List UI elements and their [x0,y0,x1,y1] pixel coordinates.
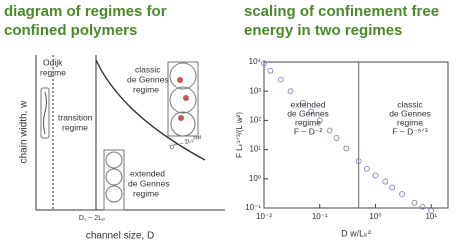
data-point [390,185,395,190]
data-point [288,89,293,94]
left-title: confined polymers [4,22,137,39]
x-axis-label: D w/Lₖ² [341,228,371,238]
page: diagram of regimes for confined polymers… [0,0,460,244]
y-tick-label: 10⁰ [249,174,261,183]
y-tick-label: 10¹ [249,145,261,154]
data-point [278,77,283,82]
data-point [344,146,349,151]
d1-label: D₁ ~ 2Lₚ [79,215,105,222]
x-axis-label: channel size, D [86,231,154,242]
chart-title: energy in two regimes [244,22,402,39]
extended-label: extended [130,168,165,178]
data-point [383,179,388,184]
extended-label: regime [133,188,159,198]
y-tick-label: 10⁻¹ [245,203,261,212]
data-point [420,204,425,209]
x-tick-label: 10⁰ [369,212,381,221]
classic-label: regime [133,84,159,94]
y-axis-label: F Lₖ¹ᐟ³/(L w²) [235,112,244,158]
odijk-label: Odijk [43,57,63,67]
y-axis-label: chain width, w [19,100,30,164]
chart-title: scaling of confinement free [244,3,439,20]
regime-annotation: F ~ D⁻⁵ᐟ³ [392,126,428,136]
y-tick-label: 10³ [249,86,261,95]
classic-label: de Gennes [127,74,169,84]
transition-label: regime [62,122,88,132]
classic-label: classic [135,64,161,74]
y-tick-label: 10⁴ [249,57,262,66]
data-point [268,68,273,73]
data-point [373,173,378,178]
data-point [327,128,332,133]
x-tick-label: 10⁻² [256,212,272,221]
data-point [412,200,417,205]
left-title: diagram of regimes for [4,3,167,20]
data-point [400,192,405,197]
regime-annotation: F ~ D⁻² [294,126,323,136]
x-tick-label: 10⁻¹ [312,212,328,221]
y-tick-label: 10² [249,116,261,125]
transition-label: transition [58,112,93,122]
odijk-label: regime [40,67,66,77]
data-point [364,166,369,171]
extended-label: de Gennes [128,178,170,188]
data-point [334,135,339,140]
